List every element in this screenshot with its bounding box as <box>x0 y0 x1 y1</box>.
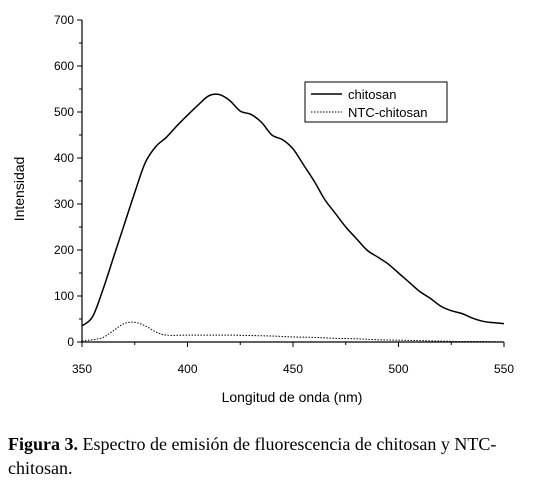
x-tick-label: 500 <box>388 362 408 376</box>
series-layer <box>81 93 505 343</box>
legend-label-ntc-chitosan: NTC-chitosan <box>348 105 427 120</box>
y-tick-label: 600 <box>54 59 74 73</box>
y-tick-label: 400 <box>54 151 74 165</box>
legend-box <box>304 81 448 123</box>
figure-caption-label: Figura 3. <box>8 434 78 454</box>
y-axis-title: Intensidad <box>11 157 27 222</box>
emission-spectrum-chart: 0 100 200 300 400 500 600 700 350 400 450 500 550 Lo… <box>11 13 514 405</box>
x-axis-title: Longitud de onda (nm) <box>222 389 363 405</box>
series-line-chitosan <box>81 93 505 327</box>
y-tick-label: 100 <box>54 289 74 303</box>
y-tick-label: 300 <box>54 197 74 211</box>
figure-caption-text: Espectro de emisión de fluorescencia de … <box>8 434 497 478</box>
legend: chitosan NTC-chitosan <box>304 81 448 123</box>
x-tick-label: 450 <box>283 362 303 376</box>
legend-label-chitosan: chitosan <box>348 87 396 102</box>
y-tick-label: 700 <box>54 13 74 27</box>
plot-axes <box>81 20 504 343</box>
x-tick-label: 400 <box>177 362 197 376</box>
figure-caption: Figura 3. Espectro de emisión de fluores… <box>8 432 538 480</box>
y-tick-label: 500 <box>54 105 74 119</box>
y-tick-label: 0 <box>67 335 74 349</box>
series-line-ntc-chitosan <box>81 321 505 343</box>
x-tick-label: 350 <box>72 362 92 376</box>
axis-ticks: 0 100 200 300 400 500 600 700 350 400 450 500 550 <box>54 13 514 376</box>
x-tick-label: 550 <box>494 362 514 376</box>
y-tick-label: 200 <box>54 243 74 257</box>
